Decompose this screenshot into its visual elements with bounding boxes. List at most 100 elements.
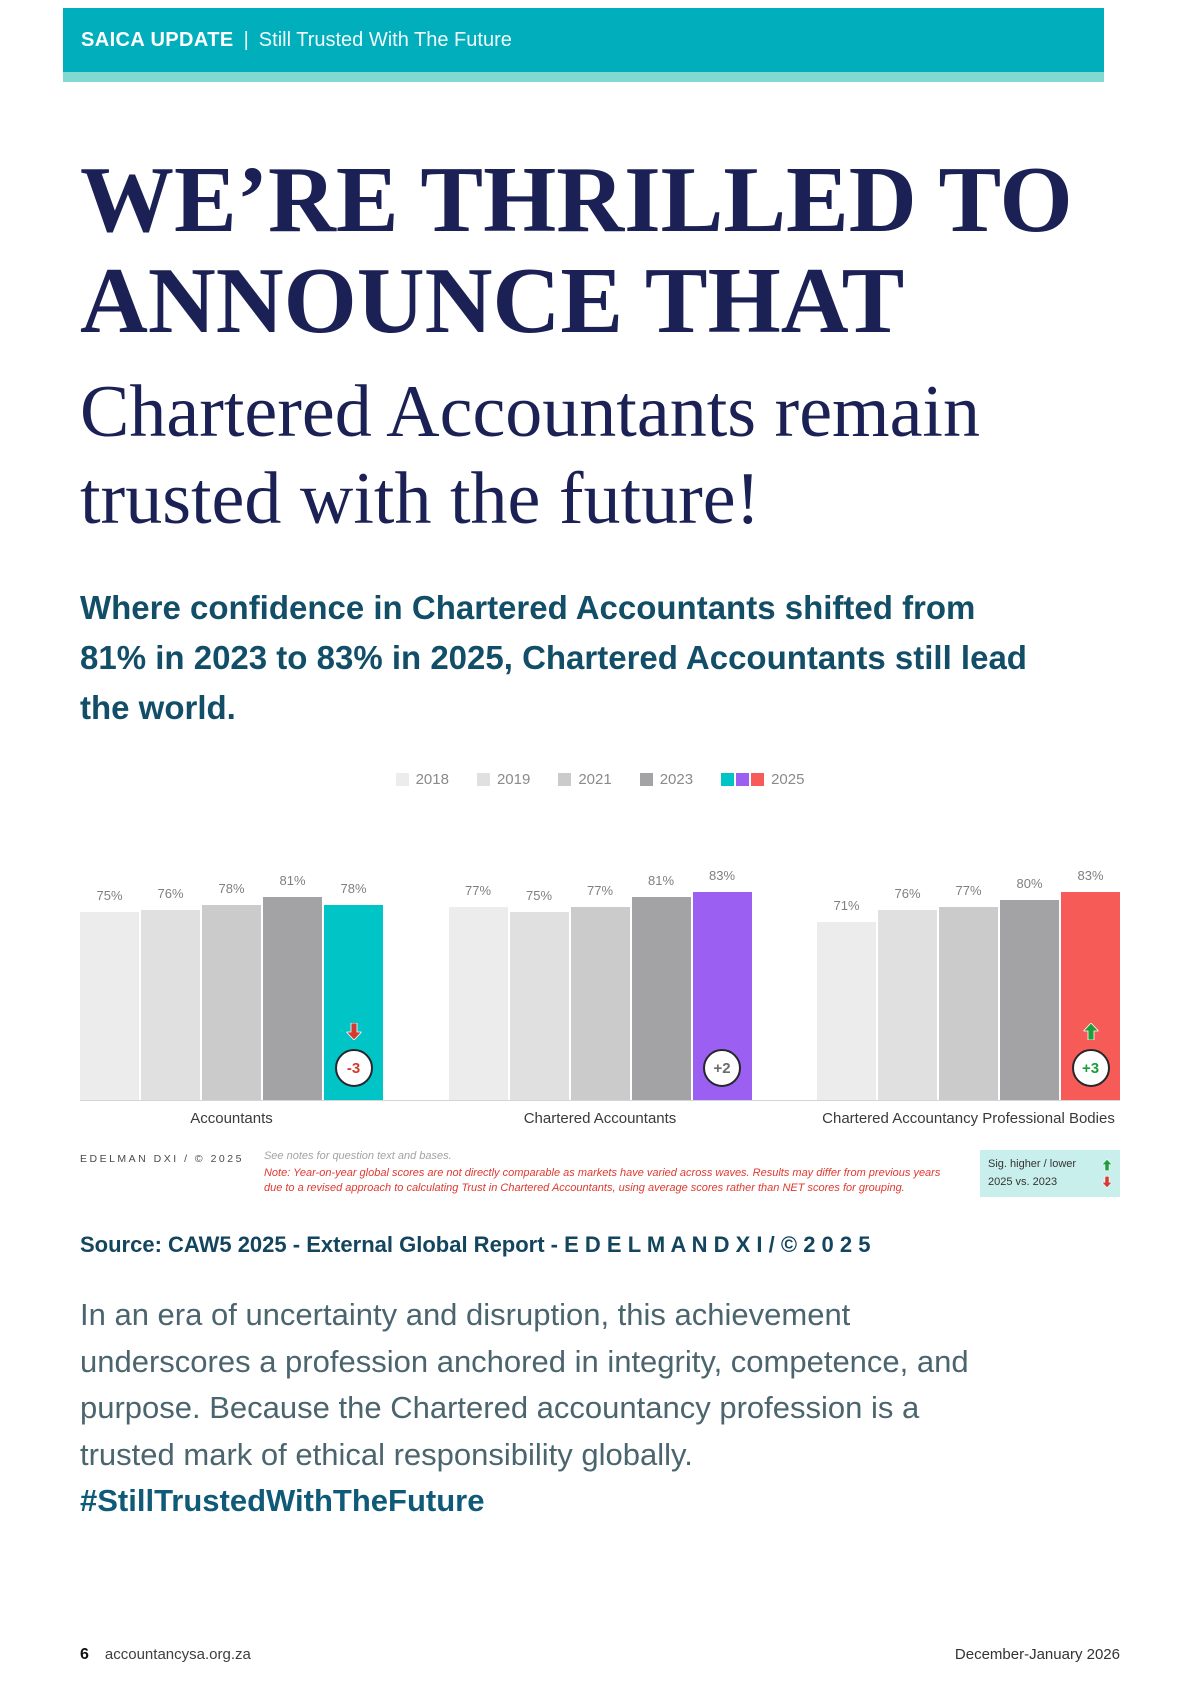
significance-key-row: 2025 vs. 2023 (988, 1174, 1113, 1192)
bar-value-label: 80% (1016, 876, 1043, 891)
bar-2023: 81% (631, 873, 691, 1100)
sig-label-line-2: 2025 vs. 2023 (988, 1175, 1058, 1188)
legend-swatch-group (639, 772, 653, 786)
bar-2025: 83% +2 (692, 868, 752, 1100)
legend-label: 2025 (771, 770, 805, 788)
bar-2021: 78% (202, 881, 261, 1100)
bar-value-label: 78% (218, 881, 245, 896)
source-line: Source: CAW5 2025 - External Global Repo… (80, 1232, 871, 1257)
title-line-2: ANNOUNCE THAT (80, 248, 905, 353)
bar-2019: 76% (141, 886, 200, 1100)
chart-group: 71% 76% 77% 80% 83% +3 Chartered Accountancy P… (817, 868, 1120, 1127)
edelman-credit: EDELMAN DXI / © 2025 (80, 1153, 244, 1165)
bar-2025: 83% +3 (1061, 868, 1120, 1100)
significance-key: Sig. higher / lower 2025 vs. 2023 (980, 1150, 1120, 1198)
sig-label-line-1: Sig. higher / lower (988, 1158, 1077, 1170)
legend-item-2025: 2025 (721, 771, 804, 788)
bar-value-label: 81% (647, 873, 675, 888)
chart-plot: 75% 76% 78% 81% 78% -3 Accountants 77% 75% 77% 81%… (80, 868, 1120, 1127)
legend-swatch-group (721, 772, 765, 786)
chart-note-gray: See notes for question text and bases. (263, 1150, 452, 1162)
bar-value-label: 83% (708, 868, 736, 883)
significance-down-arrow-icon (345, 1022, 362, 1041)
subtitle-line-1: Chartered Accountants remain (80, 371, 980, 454)
legend-swatch-group (395, 772, 409, 786)
chart-bars: 75% 76% 78% 81% 78% -3 (80, 873, 383, 1100)
intro-paragraph: Where confidence in Chartered Accountant… (80, 589, 1027, 727)
chart-bars: 71% 76% 77% 80% 83% +3 (817, 868, 1120, 1100)
header-separator: | (243, 28, 249, 51)
bar-value-label: 77% (464, 883, 492, 898)
chart-legend: 2018 2019 2021 2023 2025 (80, 770, 1120, 788)
sig-down-arrow-icon (1101, 1176, 1113, 1189)
title-line-1: WE’RE THRILLED TO (80, 148, 1073, 252)
page-footer: 6 accountancysa.org.za December-January … (80, 1646, 1120, 1664)
brand-label: SAICA UPDATE (81, 28, 234, 51)
issue-date: December-January 2026 (954, 1646, 1120, 1663)
bar-value-label: 75% (96, 888, 123, 903)
chart-group: 77% 75% 77% 81% 83% +2 Chartered Accountants (448, 868, 752, 1127)
bar-2023: 81% (263, 873, 322, 1100)
bar-value-label: 75% (525, 888, 553, 903)
bar-value-label: 81% (279, 873, 306, 888)
significance-key-row: Sig. higher / lower (988, 1156, 1113, 1174)
significance-up-arrow-icon (1082, 1022, 1099, 1041)
chart-note-red: Note: Year-on-year global scores are not… (263, 1167, 941, 1195)
header-accent-strip (63, 72, 1104, 82)
legend-item-2019: 2019 (476, 770, 531, 788)
bar-2021: 77% (939, 883, 998, 1100)
bar-2021: 77% (570, 883, 630, 1100)
bar-2019: 76% (878, 886, 937, 1100)
bar-2019: 75% (509, 888, 569, 1100)
category-label: Chartered Accountants (523, 1110, 677, 1127)
page-number: 6 (80, 1646, 89, 1663)
delta-badge: +2 (703, 1049, 741, 1087)
chart-group: 75% 76% 78% 81% 78% -3 Accountants (80, 873, 383, 1127)
legend-label: 2021 (578, 770, 612, 788)
legend-swatch-group (476, 772, 490, 786)
bar-value-label: 78% (340, 881, 367, 896)
legend-swatch (721, 772, 735, 786)
trust-bar-chart: 2018 2019 2021 2023 2025 75% 76% 78% 81% 78% -3 Ac… (80, 770, 1120, 1127)
bar-2018: 71% (817, 898, 876, 1100)
chart-footnotes: EDELMAN DXI / © 2025 See notes for quest… (80, 1150, 1120, 1198)
hero-section: WE’RE THRILLED TO ANNOUNCE THAT Chartere… (80, 150, 1073, 544)
legend-swatch-group (558, 772, 572, 786)
bar-2018: 77% (448, 883, 508, 1100)
chart-bars: 77% 75% 77% 81% 83% +2 (448, 868, 752, 1100)
page-title: WE’RE THRILLED TO ANNOUNCE THAT (80, 150, 1073, 351)
website-url: accountancysa.org.za (104, 1646, 251, 1663)
bar-value-label: 71% (833, 898, 860, 913)
bar-2023: 80% (1000, 876, 1059, 1100)
hashtag: #StillTrustedWithTheFuture (80, 1483, 485, 1518)
legend-item-2021: 2021 (558, 770, 612, 788)
legend-item-2018: 2018 (395, 770, 449, 788)
closing-paragraph: In an era of uncertainty and disruption,… (80, 1292, 995, 1525)
legend-label: 2019 (496, 770, 531, 788)
delta-badge: +3 (1071, 1049, 1110, 1087)
header-tagline: Still Trusted With The Future (258, 28, 512, 51)
bar-value-label: 83% (1077, 868, 1104, 883)
bar-value-label: 76% (894, 886, 921, 901)
bar-value-label: 77% (955, 883, 982, 898)
legend-swatch (736, 772, 750, 786)
legend-label: 2018 (415, 770, 449, 788)
legend-swatch (395, 772, 409, 786)
legend-item-2023: 2023 (639, 771, 693, 788)
legend-swatch (476, 772, 490, 786)
legend-swatch (639, 772, 653, 786)
header-bar: SAICA UPDATE | Still Trusted With The Fu… (63, 8, 1104, 72)
chart-notes: See notes for question text and bases. N… (264, 1150, 960, 1197)
bar-2018: 75% (80, 888, 139, 1100)
legend-swatch (558, 772, 572, 786)
closing-text: In an era of uncertainty and disruption,… (80, 1297, 969, 1472)
footer-left: 6 accountancysa.org.za (80, 1646, 251, 1664)
bar-value-label: 77% (586, 883, 614, 898)
bar-2025: 78% -3 (324, 881, 383, 1100)
delta-badge: -3 (334, 1049, 373, 1087)
subtitle-line-2: trusted with the future! (80, 458, 761, 541)
category-label: Chartered Accountancy Professional Bodie… (822, 1110, 1115, 1127)
sig-up-arrow-icon (1101, 1158, 1113, 1171)
category-label: Accountants (190, 1110, 273, 1127)
